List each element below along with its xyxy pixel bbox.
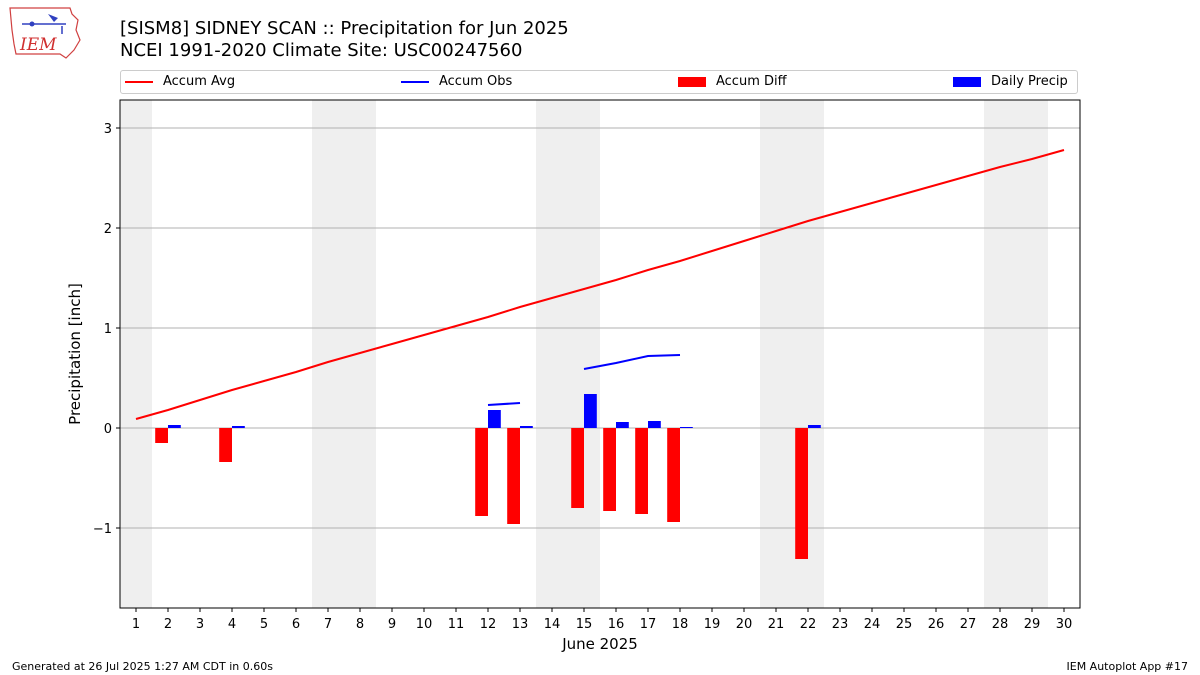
bar-daily-precip [232,426,245,428]
x-tick-label: 18 [672,617,689,632]
bar-daily-precip [680,427,693,428]
x-tick-label: 27 [960,617,977,632]
y-tick-label: −1 [93,522,112,537]
weekend-shade [120,100,152,608]
legend-label: Accum Avg [163,74,236,89]
bar-accum-diff [635,428,648,514]
legend: Accum Avg Accum Obs Accum Diff Daily Pre… [120,70,1078,94]
legend-item-accum-diff: Accum Diff [678,74,787,92]
bar-daily-precip [808,425,821,428]
weekend-shade [312,100,376,608]
bar-accum-diff [571,428,584,508]
y-axis-label: Precipitation [inch] [66,283,84,425]
legend-item-accum-avg: Accum Avg [125,74,235,92]
bar-accum-diff [603,428,616,511]
weekend-shade [984,100,1048,608]
x-tick-label: 7 [324,617,332,632]
legend-label: Accum Diff [716,74,787,89]
x-tick-label: 29 [1024,617,1041,632]
x-axis-label: June 2025 [561,635,638,653]
bar-accum-diff [667,428,680,522]
bar-accum-diff [507,428,520,524]
x-tick-label: 12 [480,617,497,632]
line-accum-avg [135,149,1065,420]
y-tick-label: 3 [104,122,112,137]
x-tick-label: 25 [896,617,913,632]
x-tick-label: 28 [992,617,1009,632]
legend-swatch-daily-precip [953,76,981,87]
x-tick-label: 14 [544,617,561,632]
bar-daily-precip [168,425,181,428]
x-tick-label: 11 [448,617,465,632]
bar-accum-diff [155,428,168,443]
legend-label: Daily Precip [991,74,1068,89]
x-tick-label: 19 [704,617,721,632]
x-tick-label: 13 [512,617,529,632]
bar-daily-precip [488,410,501,428]
x-tick-label: 22 [800,617,817,632]
y-tick-label: 0 [104,422,112,437]
bar-accum-diff [795,428,808,559]
x-tick-label: 9 [388,617,396,632]
chart-title: [SISM8] SIDNEY SCAN :: Precipitation for… [120,18,569,39]
legend-item-daily-precip: Daily Precip [953,74,1068,92]
weekend-shade [760,100,824,608]
legend-swatch-accum-diff [678,76,706,87]
line-accum-obs [487,402,521,406]
x-tick-label: 16 [608,617,625,632]
x-tick-label: 2 [164,617,172,632]
weekend-shade [536,100,600,608]
x-tick-label: 10 [416,617,433,632]
legend-item-accum-obs: Accum Obs [401,74,512,92]
bar-daily-precip [520,426,533,428]
footer-generated: Generated at 26 Jul 2025 1:27 AM CDT in … [12,660,273,673]
x-tick-label: 23 [832,617,849,632]
x-tick-label: 20 [736,617,753,632]
bar-daily-precip [584,394,597,428]
x-tick-label: 8 [356,617,364,632]
x-tick-label: 17 [640,617,657,632]
x-tick-label: 30 [1056,617,1073,632]
x-tick-label: 26 [928,617,945,632]
x-tick-label: 5 [260,617,268,632]
line-accum-obs [583,354,681,370]
bar-accum-diff [219,428,232,462]
x-tick-label: 24 [864,617,881,632]
x-tick-label: 6 [292,617,300,632]
iem-logo: IEM [9,7,81,59]
legend-label: Accum Obs [439,74,513,89]
logo-text: IEM [19,35,57,55]
x-tick-label: 21 [768,617,785,632]
x-tick-label: 4 [228,617,236,632]
bar-daily-precip [616,422,629,428]
legend-swatch-accum-obs [401,80,429,83]
legend-swatch-accum-avg [125,80,153,83]
footer-app: IEM Autoplot App #17 [1066,660,1189,673]
x-tick-label: 1 [132,617,140,632]
plot-frame [119,99,1081,609]
y-tick-label: 2 [104,222,112,237]
bar-daily-precip [648,421,661,428]
bar-accum-diff [475,428,488,516]
x-tick-label: 15 [576,617,593,632]
y-tick-label: 1 [104,322,112,337]
chart-subtitle: NCEI 1991-2020 Climate Site: USC00247560 [120,40,523,61]
x-tick-label: 3 [196,617,204,632]
